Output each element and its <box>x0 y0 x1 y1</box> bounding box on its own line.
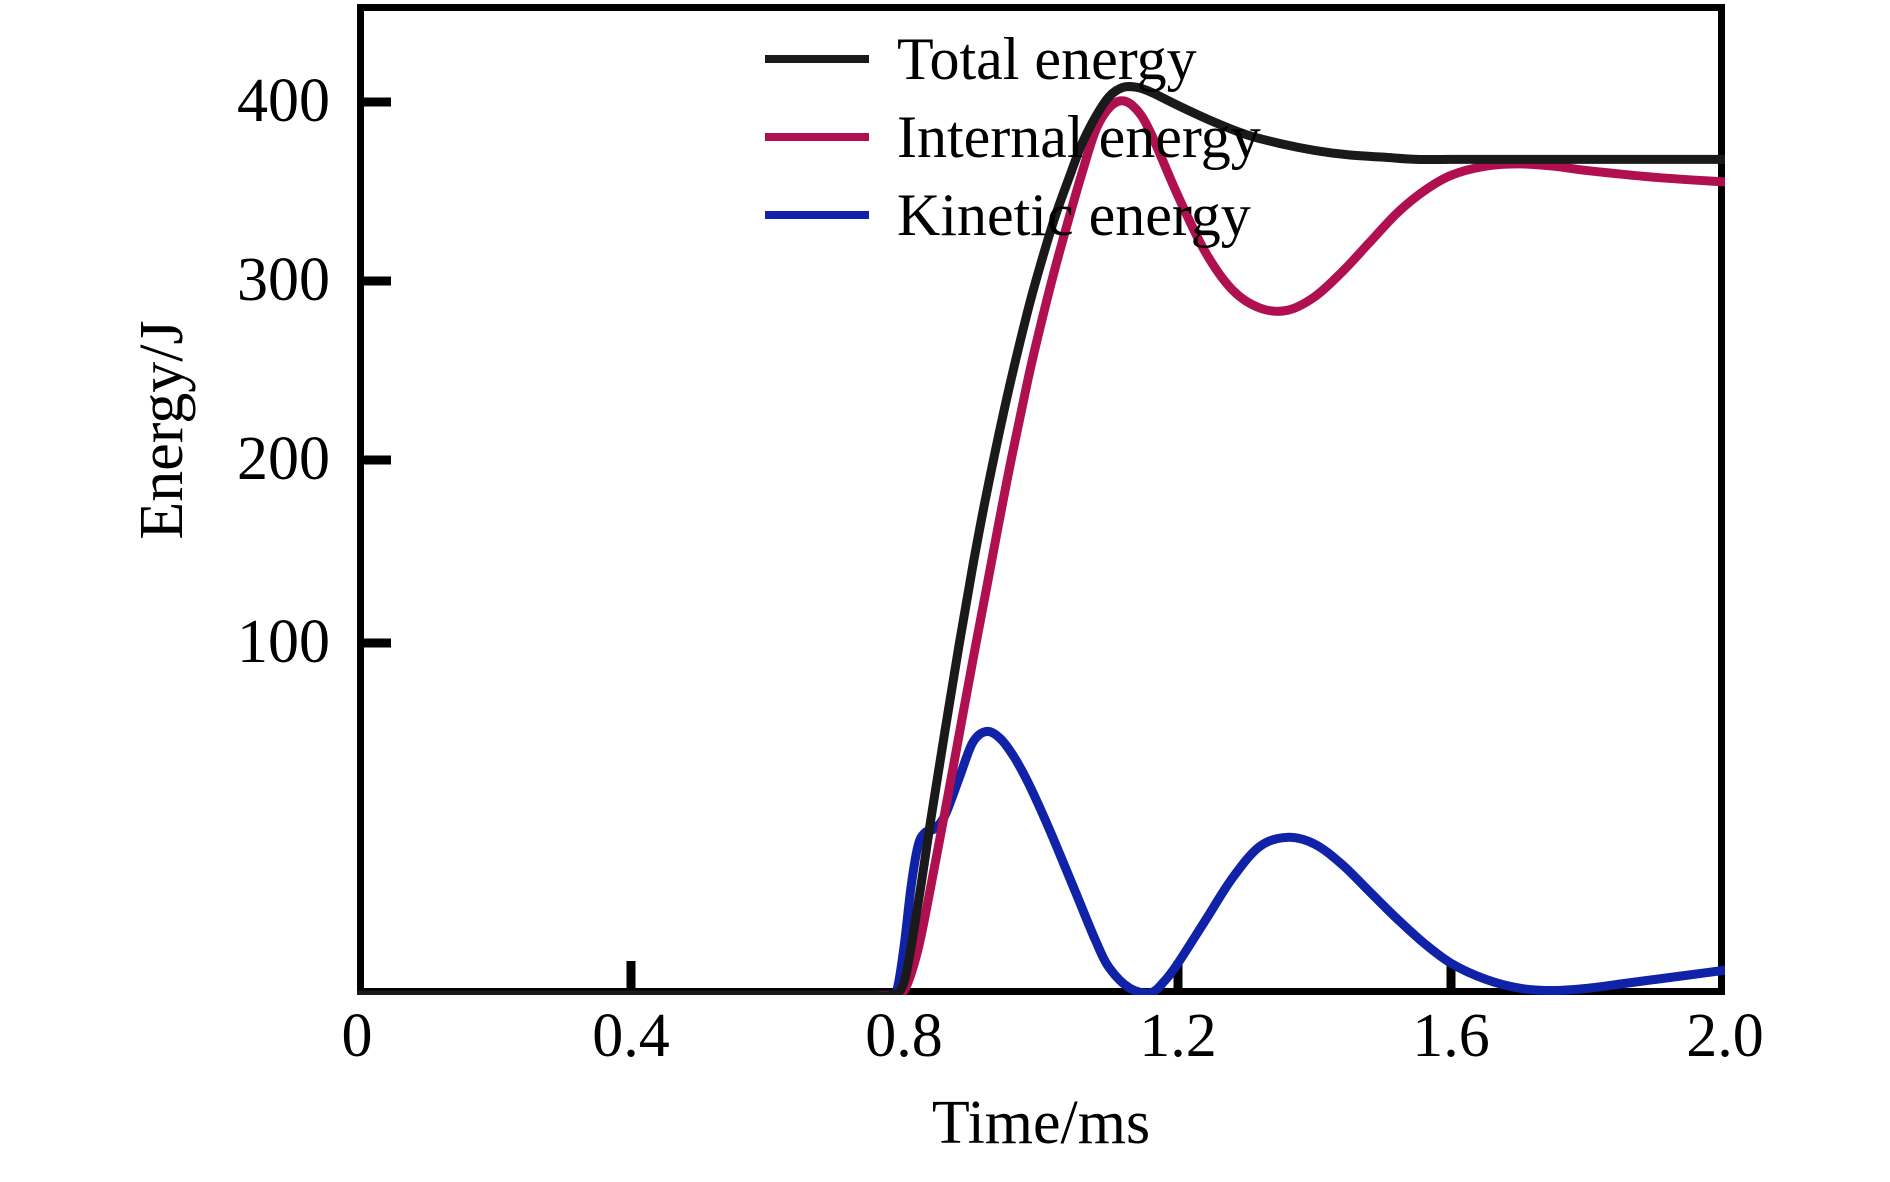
y-tick-label-400: 400 <box>237 67 330 135</box>
legend-label-internal-energy: Internal energy <box>897 104 1261 170</box>
y-tick-label-200: 200 <box>237 425 330 493</box>
plot-area: Total energy Internal energy Kinetic ene… <box>357 4 1725 995</box>
legend-label-kinetic-energy: Kinetic energy <box>897 182 1251 248</box>
series-line-kinetic-energy <box>357 726 1725 995</box>
x-tick-label-1-2: 1.2 <box>1139 1002 1217 1070</box>
x-tick-label-0-4: 0.4 <box>592 1002 670 1070</box>
x-tick-label-0-8: 0.8 <box>865 1002 943 1070</box>
legend-item-total-energy: Total energy <box>765 20 1405 98</box>
legend-swatch-internal-energy <box>765 133 869 141</box>
series-lines <box>357 81 1725 995</box>
x-tick-label-0: 0 <box>341 1002 373 1070</box>
legend-swatch-total-energy <box>765 55 869 63</box>
legend-label-total-energy: Total energy <box>897 26 1197 92</box>
y-tick-label-100: 100 <box>237 608 330 676</box>
series-line-total-energy <box>357 81 1725 995</box>
curve-layer <box>357 81 1725 995</box>
legend-item-kinetic-energy: Kinetic energy <box>765 176 1405 254</box>
x-tick-label-1-6: 1.6 <box>1412 1002 1490 1070</box>
legend: Total energy Internal energy Kinetic ene… <box>765 20 1405 254</box>
x-axis-title: Time/ms <box>931 1089 1151 1157</box>
legend-item-internal-energy: Internal energy <box>765 98 1405 176</box>
y-tick-label-300: 300 <box>237 246 330 314</box>
legend-swatch-kinetic-energy <box>765 211 869 219</box>
x-tick-label-2-0: 2.0 <box>1686 1002 1764 1070</box>
